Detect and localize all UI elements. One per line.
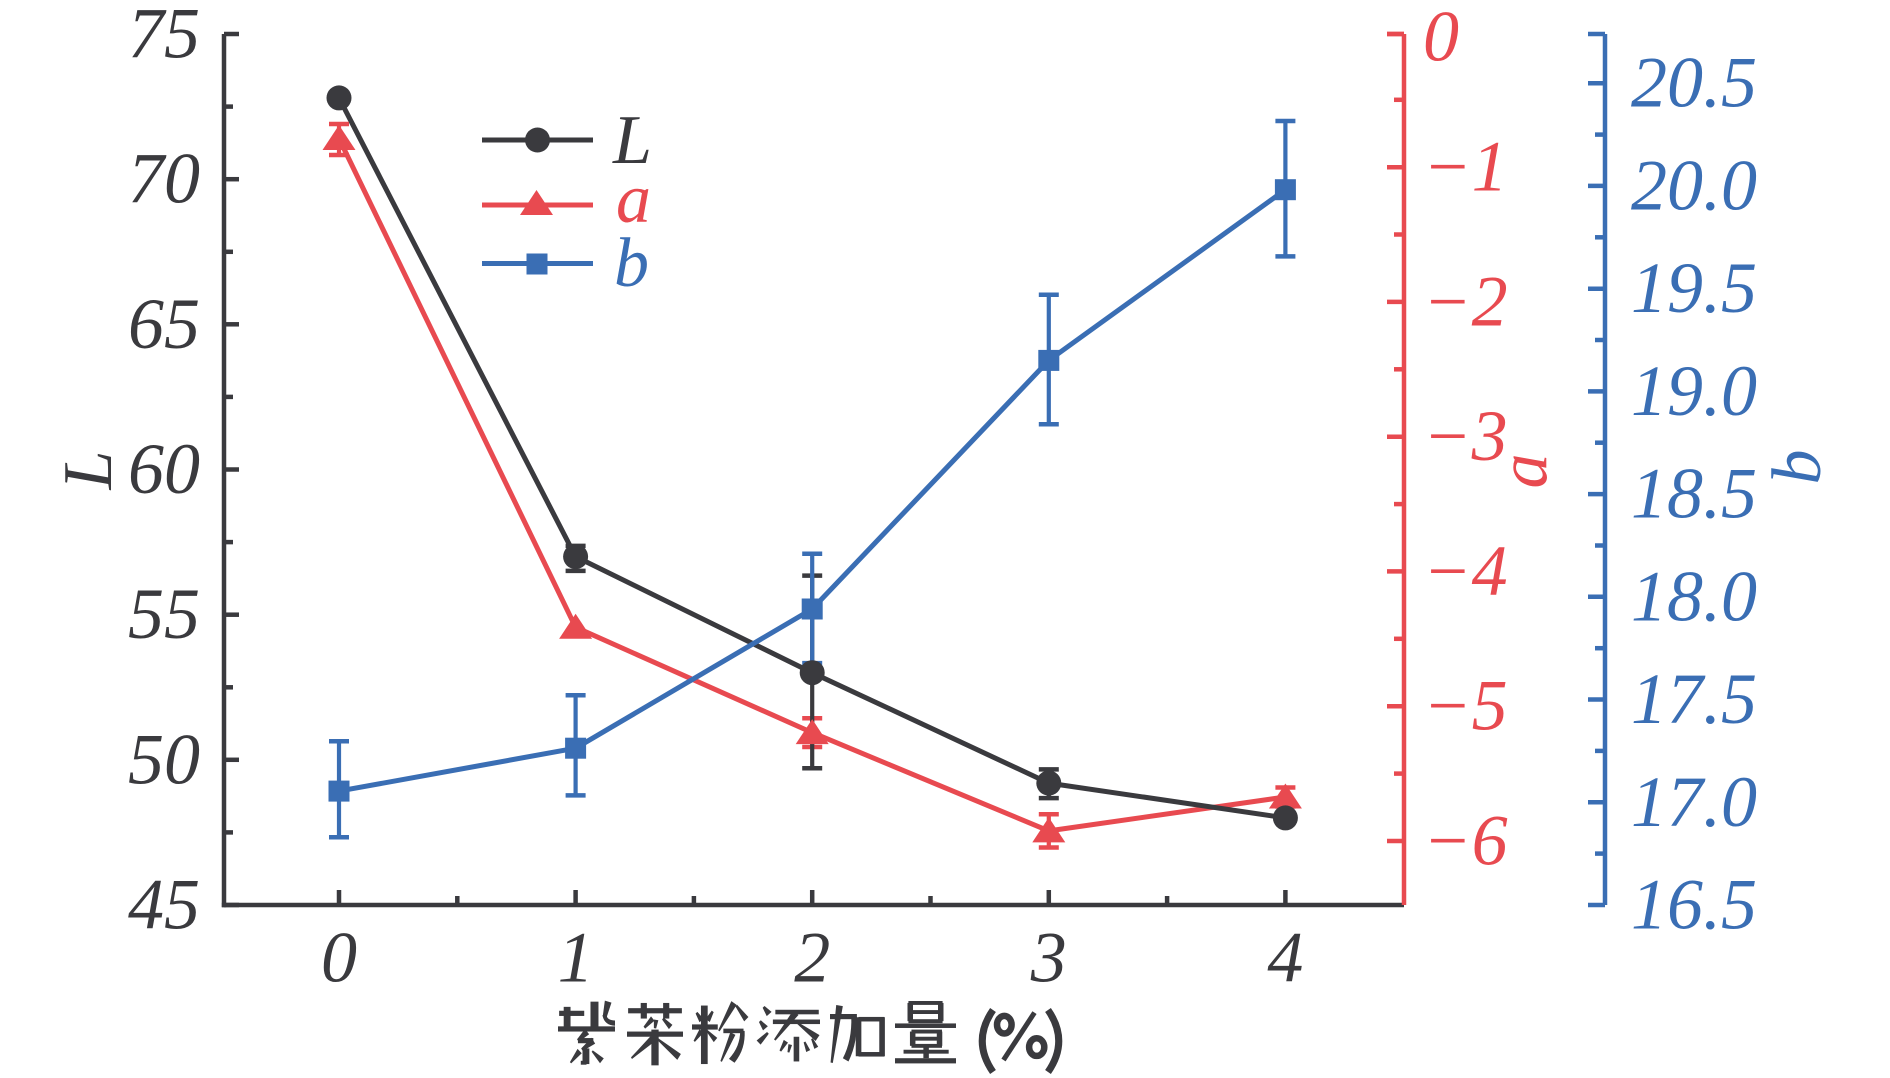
svg-text:60: 60 [128, 429, 200, 509]
svg-text:a: a [616, 161, 651, 238]
svg-text:18.5: 18.5 [1631, 454, 1757, 534]
svg-text:−2: −2 [1423, 261, 1508, 341]
svg-text:b: b [614, 225, 649, 302]
svg-text:−6: −6 [1423, 801, 1508, 881]
svg-text:3: 3 [1030, 918, 1067, 998]
svg-text:L: L [50, 451, 127, 491]
svg-text:19.0: 19.0 [1631, 351, 1757, 431]
svg-text:0: 0 [1423, 0, 1459, 77]
svg-text:20.0: 20.0 [1631, 145, 1757, 225]
svg-text:55: 55 [128, 574, 200, 654]
svg-text:L: L [612, 102, 652, 179]
svg-text:2: 2 [794, 918, 830, 998]
svg-text:70: 70 [128, 139, 200, 219]
svg-text:−3: −3 [1423, 396, 1508, 476]
svg-text:65: 65 [128, 284, 200, 364]
svg-text:16.5: 16.5 [1631, 865, 1757, 945]
svg-text:20.5: 20.5 [1631, 43, 1757, 123]
svg-text:a: a [1486, 454, 1563, 489]
svg-text:18.0: 18.0 [1631, 556, 1757, 636]
svg-text:75: 75 [128, 0, 200, 74]
svg-text:0: 0 [321, 918, 357, 998]
svg-text:−4: −4 [1423, 531, 1508, 611]
svg-text:45: 45 [128, 865, 200, 945]
svg-text:17.5: 17.5 [1631, 659, 1757, 739]
svg-text:−1: −1 [1423, 127, 1508, 207]
svg-text:4: 4 [1267, 918, 1303, 998]
svg-text:−5: −5 [1423, 666, 1508, 746]
svg-text:19.5: 19.5 [1631, 248, 1757, 328]
svg-text:1: 1 [558, 918, 594, 998]
svg-text:50: 50 [128, 719, 200, 799]
svg-text:17.0: 17.0 [1631, 762, 1757, 842]
svg-text:b: b [1759, 450, 1836, 485]
